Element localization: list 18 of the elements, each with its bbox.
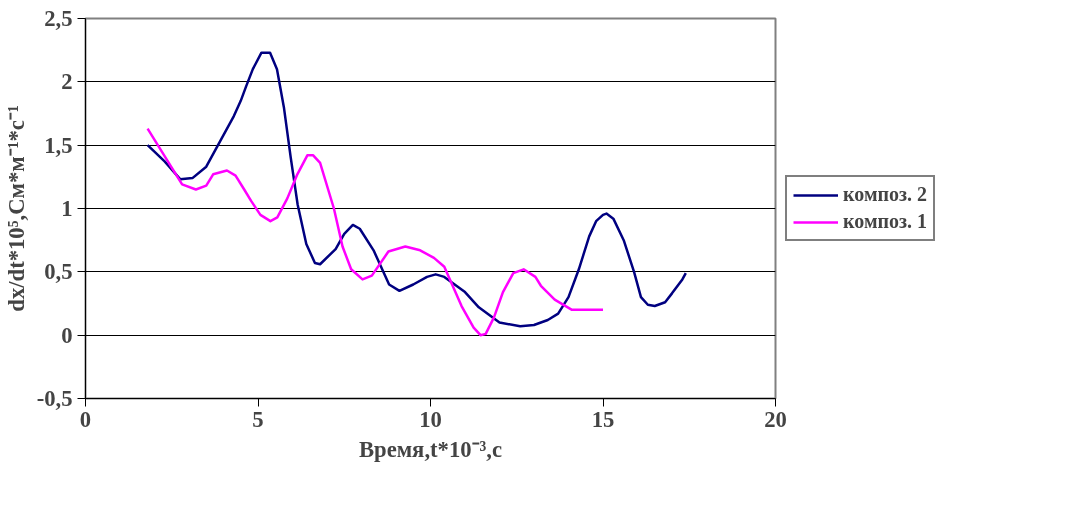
y-tick-label: 0	[61, 322, 73, 348]
x-tick-label: 0	[79, 406, 92, 432]
y-tick-label: 2	[61, 69, 73, 95]
y-tick-label: 1	[61, 196, 73, 221]
x-axis-title: Время,t*10⁻³,с	[358, 436, 503, 462]
x-tick-label: 15	[591, 406, 615, 432]
x-tick-label: 20	[764, 406, 787, 432]
y-tick-label: 0,5	[44, 259, 73, 285]
legend-label: композ. 1	[843, 210, 928, 233]
y-tick-label: 2,5	[44, 6, 73, 31]
y-tick-label: 1,5	[44, 132, 73, 158]
x-tick-label: 10	[419, 406, 442, 432]
legend-label: композ. 2	[843, 183, 928, 206]
line-series	[146, 127, 605, 337]
y-axis-title: dx/dt*10⁵,См*м⁻¹*с⁻¹	[3, 105, 29, 312]
y-tick-label: -0,5	[36, 386, 73, 411]
x-tick-label: 5	[252, 406, 264, 432]
line-series	[146, 51, 688, 328]
